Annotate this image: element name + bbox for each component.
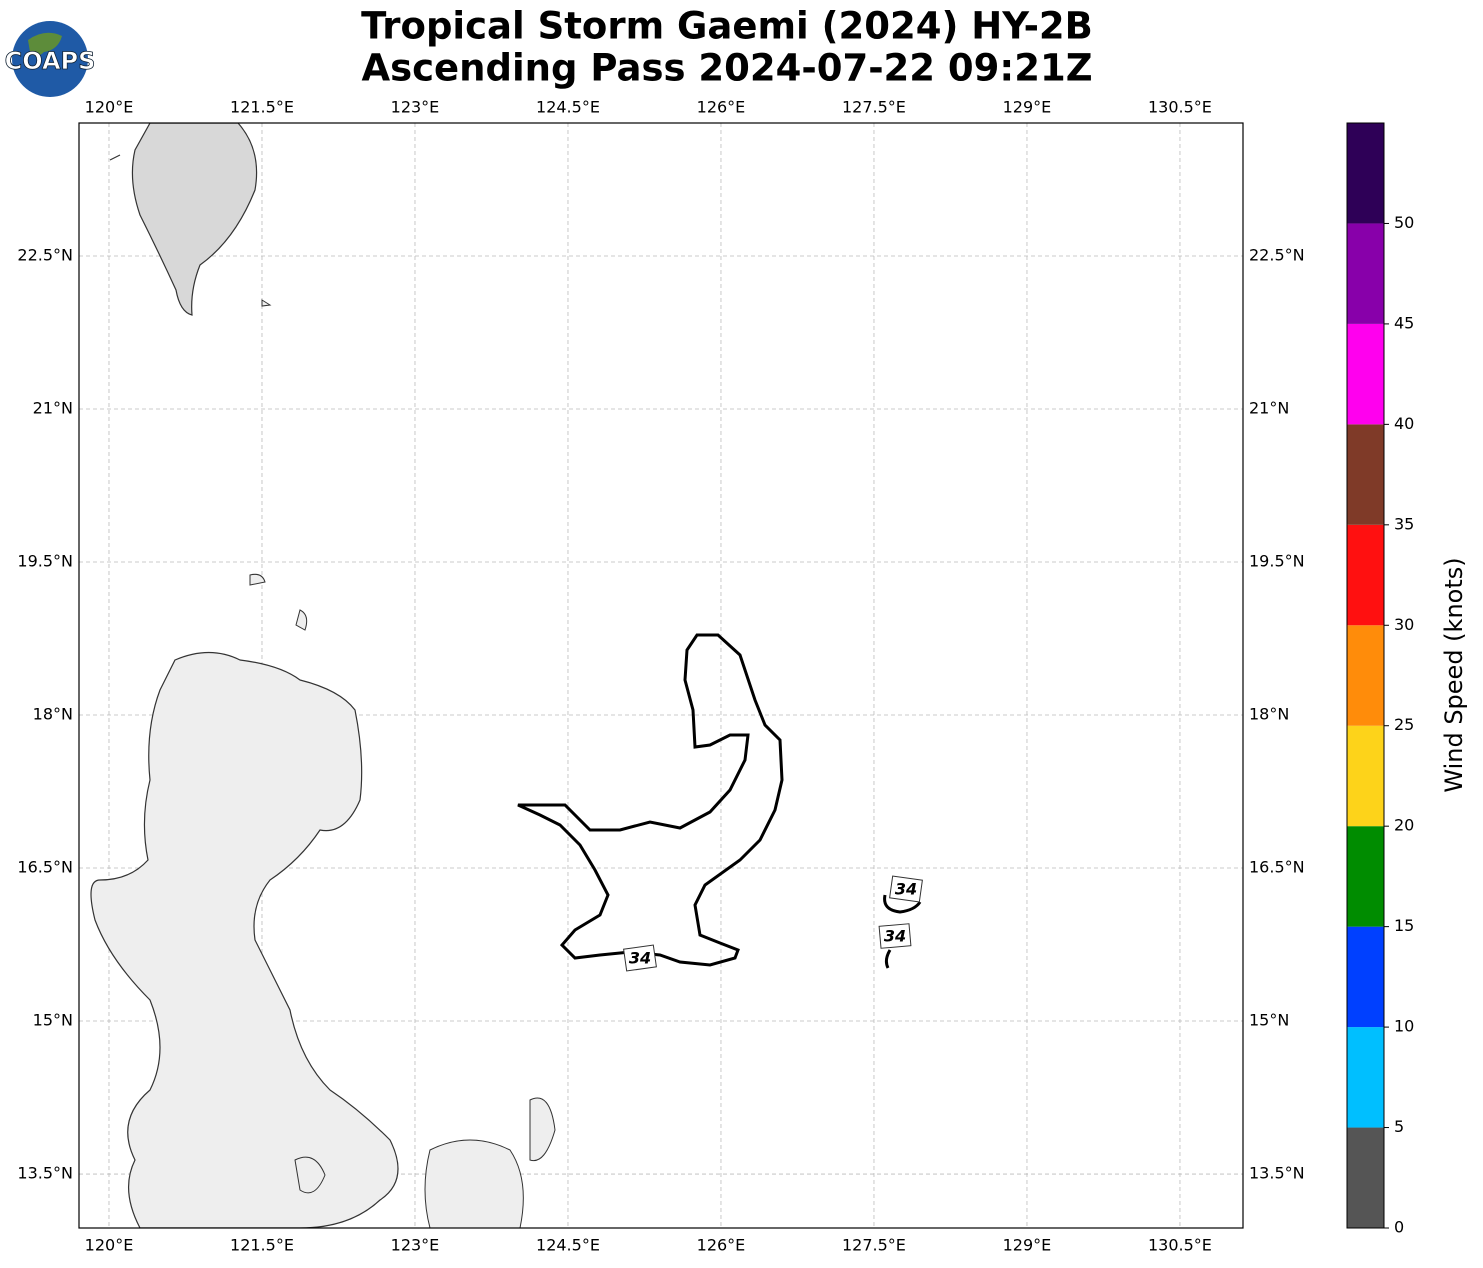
x-tick-label: 129°E [1003, 1236, 1052, 1255]
contour-label: 34 [884, 927, 906, 946]
x-tick-label: 127.5°E [842, 1236, 906, 1255]
colorbar-label: Wind Speed (knots) [1440, 557, 1468, 792]
colorbar-bin [1347, 424, 1384, 525]
colorbar-tick-label: 35 [1394, 514, 1414, 533]
x-tick-label: 130.5°E [1148, 1236, 1212, 1255]
x-tick-label: 123°E [391, 98, 440, 117]
contour-label: 34 [629, 949, 651, 968]
land [90, 123, 922, 1228]
x-tick-label: 127.5°E [842, 98, 906, 117]
colorbar-tick-label: 50 [1394, 213, 1414, 232]
x-tick-label: 129°E [1003, 98, 1052, 117]
logo-text: COAPS [5, 47, 96, 75]
colorbar-tick-label: 0 [1394, 1218, 1404, 1237]
y-tick-label: 19.5°N [17, 552, 73, 571]
colorbar-bin [1347, 123, 1384, 224]
contour-label-box [878, 923, 912, 949]
contour-label-box [623, 944, 657, 972]
y-tick-label: 22.5°N [17, 246, 73, 265]
logo: COAPS [4, 21, 96, 97]
colorbar-tick-label: 15 [1394, 916, 1414, 935]
y-tick-label: 13.5°N [17, 1164, 73, 1183]
y-tick-label: 13.5°N [1249, 1164, 1305, 1183]
contour-34 [517, 633, 784, 967]
map-frame [78, 122, 1244, 1229]
x-tick-label: 124.5°E [536, 1236, 600, 1255]
y-tick-label: 16.5°N [17, 858, 73, 877]
y-tick-label: 22.5°N [1249, 246, 1305, 265]
colorbar-bin [1347, 1027, 1384, 1128]
x-tick-label: 120°E [85, 1236, 134, 1255]
y-tick-label: 19.5°N [1249, 552, 1305, 571]
x-tick-label: 123°E [391, 1236, 440, 1255]
x-tick-label: 121.5°E [230, 98, 294, 117]
colorbar-bin [1347, 1127, 1384, 1228]
colorbar-bin [1347, 725, 1384, 827]
colorbar-tick-label: 20 [1394, 816, 1414, 835]
colorbar-bin [1347, 323, 1384, 425]
x-tick-label: 120°E [85, 98, 134, 117]
colorbar-frame [1346, 122, 1385, 1229]
x-tick-label: 130.5°E [1148, 98, 1212, 117]
islands [249, 299, 556, 1228]
contour-label: 34 [895, 880, 917, 899]
colorbar: 0 5 10 15 20 25 30 35 40 45 50 [1346, 122, 1414, 1237]
contour-34 [884, 949, 892, 969]
colorbar-bin [1347, 524, 1384, 626]
colorbar-tick-label: 5 [1394, 1117, 1404, 1136]
y-tick-label: 15°N [33, 1011, 73, 1030]
colorbar-bin [1347, 223, 1384, 324]
colorbar-bin [1347, 926, 1384, 1028]
contour-labels: 34 34 34 [623, 875, 923, 972]
colorbar-bin [1347, 826, 1384, 927]
x-tick-label: 124.5°E [536, 98, 600, 117]
colorbar-tick-label: 40 [1394, 414, 1414, 433]
taiwan [109, 123, 258, 316]
y-tick-label: 16.5°N [1249, 858, 1305, 877]
y-tick-label: 21°N [33, 399, 73, 418]
title-line: Tropical Storm Gaemi (2024) HY-2B [361, 5, 1093, 48]
contour-34 [883, 894, 922, 914]
colorbar-tick-label: 10 [1394, 1017, 1414, 1036]
x-tick-label: 126°E [697, 1236, 746, 1255]
y-tick-label: 18°N [1249, 705, 1289, 724]
grid [79, 123, 1243, 1228]
colorbar-bin [1347, 625, 1384, 726]
contour-label-box [889, 875, 923, 903]
logo-land [28, 32, 62, 56]
luzon [90, 651, 399, 1228]
y-tick-label: 18°N [33, 705, 73, 724]
x-tick-label: 121.5°E [230, 1236, 294, 1255]
colorbar-tick-label: 45 [1394, 313, 1414, 332]
colorbar-tick-label: 25 [1394, 715, 1414, 734]
y-tick-label: 15°N [1249, 1011, 1289, 1030]
y-tick-label: 21°N [1249, 399, 1289, 418]
title-line: Ascending Pass 2024-07-22 09:21Z [361, 47, 1092, 90]
colorbar-tick-label: 30 [1394, 615, 1414, 634]
x-tick-label: 126°E [697, 98, 746, 117]
